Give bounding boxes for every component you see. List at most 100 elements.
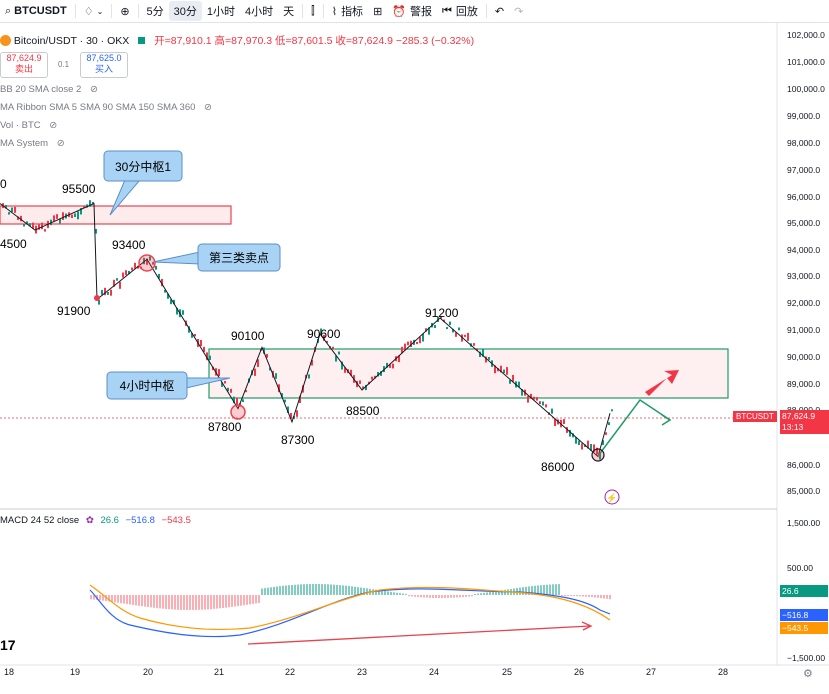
macd-bar	[303, 584, 305, 596]
macd-bar	[411, 595, 413, 597]
candle	[62, 212, 64, 220]
date-axis-tick: 23	[357, 667, 368, 677]
candle	[533, 396, 535, 400]
macd-bar	[528, 586, 530, 596]
search-icon: ⌕	[5, 4, 12, 17]
macd-bar	[216, 595, 218, 609]
replay-button[interactable]: ⏮ 回放	[437, 1, 483, 21]
candle	[77, 211, 79, 220]
macd-bar	[426, 595, 428, 598]
candle	[512, 375, 514, 382]
macd-bar	[213, 595, 215, 609]
candle	[326, 340, 328, 343]
candle	[440, 316, 442, 319]
price-axis-tick: 97,000.0	[787, 165, 821, 175]
level-label: 91900	[57, 304, 91, 318]
candle	[137, 265, 139, 269]
buy-button[interactable]: 87,625.0 买入	[80, 52, 128, 78]
indicator-row-ma-system[interactable]: MA System ⊘	[0, 138, 65, 149]
candle	[53, 215, 55, 222]
undo-button[interactable]: ↶	[490, 1, 509, 21]
current-symbol-tag: BTCUSDT	[733, 411, 777, 422]
add-symbol-button[interactable]: ⊕	[115, 1, 134, 21]
date-axis-tick: 21	[214, 667, 225, 677]
eye-off-icon[interactable]: ⊘	[89, 84, 98, 95]
interval-5m[interactable]: 5分	[146, 6, 164, 18]
candle	[218, 369, 220, 377]
candle	[146, 258, 148, 265]
macd-bar	[108, 595, 110, 602]
zone-30m-pivot[interactable]	[0, 205, 232, 225]
buy-price: 87,625.0	[86, 53, 122, 63]
interval-1h[interactable]: 1小时	[206, 6, 236, 18]
macd-bar	[441, 595, 443, 598]
interval-1d[interactable]: 天	[283, 6, 295, 18]
macd-bar	[90, 595, 92, 600]
alert-button[interactable]: ⏰ 警报	[387, 1, 437, 21]
candle	[74, 213, 76, 217]
symbol-search[interactable]: ⌕ BTCUSDT	[0, 1, 72, 21]
macd-bar	[222, 595, 224, 608]
price-axis-tick: 96,000.0	[787, 192, 821, 202]
callout-30m-pivot[interactable]: 30分中枢1	[103, 150, 183, 216]
candle	[143, 257, 145, 265]
interval-4h[interactable]: 4小时	[245, 6, 274, 18]
redo-button[interactable]: ↷	[509, 1, 528, 21]
level-label: 87800	[208, 420, 242, 434]
macd-bar	[201, 595, 203, 610]
macd-bar	[399, 593, 401, 596]
candle	[572, 433, 574, 438]
date-axis-tick: 24	[429, 667, 440, 677]
macd-bar	[210, 595, 212, 610]
eye-off-icon[interactable]: ⊘	[49, 120, 58, 131]
indicator-row-ribbon[interactable]: MA Ribbon SMA 5 SMA 90 SMA 150 SMA 360 ⊘	[0, 102, 212, 113]
candle	[431, 322, 433, 328]
divergence-arrowhead	[581, 621, 593, 631]
spread-value: 0.1	[58, 60, 70, 69]
indicators-button[interactable]: ⌇ 指标	[327, 1, 368, 21]
macd-bar	[363, 587, 365, 596]
macd-bar	[174, 595, 176, 610]
candle	[236, 397, 238, 406]
chart-type-button[interactable]: ⫿	[306, 1, 320, 21]
candle	[455, 332, 457, 337]
indicators-icon: ⌇	[331, 5, 338, 18]
lightning-icon[interactable]	[604, 489, 620, 505]
settings-gear-icon[interactable]: ⚙	[803, 668, 813, 680]
candle	[233, 396, 235, 404]
zone-4h-pivot[interactable]	[208, 348, 729, 399]
macd-bar	[603, 595, 605, 599]
eye-off-icon[interactable]: ⊘	[56, 138, 65, 149]
candle	[323, 334, 325, 341]
level-label: 95500	[62, 182, 96, 196]
candle	[497, 368, 499, 372]
macd-bar	[207, 595, 209, 610]
candle	[125, 270, 127, 276]
macd-legend[interactable]: MACD 24 52 close ✿ 26.6 −516.8 −543.5	[0, 515, 191, 526]
macd-bar	[534, 585, 536, 595]
candle	[407, 341, 409, 346]
candle	[509, 379, 511, 384]
layout-button[interactable]: ⊞	[368, 1, 387, 21]
candle	[383, 366, 385, 373]
macd-axis-tick: 500.00	[787, 563, 813, 573]
candle	[41, 222, 43, 230]
macd-bar	[129, 595, 131, 605]
indicator-row-vol[interactable]: Vol · BTC ⊘	[0, 120, 57, 131]
interval-30m[interactable]: 30分	[168, 1, 202, 21]
indicator-row-bb[interactable]: BB 20 SMA close 2 ⊘	[0, 84, 98, 95]
watchlist-button[interactable]: ♢ ⌄	[79, 1, 109, 21]
candle	[152, 262, 154, 265]
price-axis-tick: 101,000.0	[787, 57, 825, 67]
sell-button[interactable]: 87,624.9 卖出	[0, 52, 48, 78]
macd-bar	[423, 595, 425, 598]
candle	[479, 351, 481, 357]
divider	[485, 4, 487, 18]
eye-off-icon[interactable]: ⊘	[204, 102, 212, 113]
callout-4h-pivot[interactable]: 4小时中枢	[106, 371, 231, 400]
macd-bar	[99, 595, 101, 601]
alarm-clock-icon: ⏰	[392, 5, 406, 18]
callout-sell3[interactable]: 第三类卖点	[152, 243, 281, 272]
candle	[203, 346, 205, 352]
candle	[410, 340, 412, 347]
